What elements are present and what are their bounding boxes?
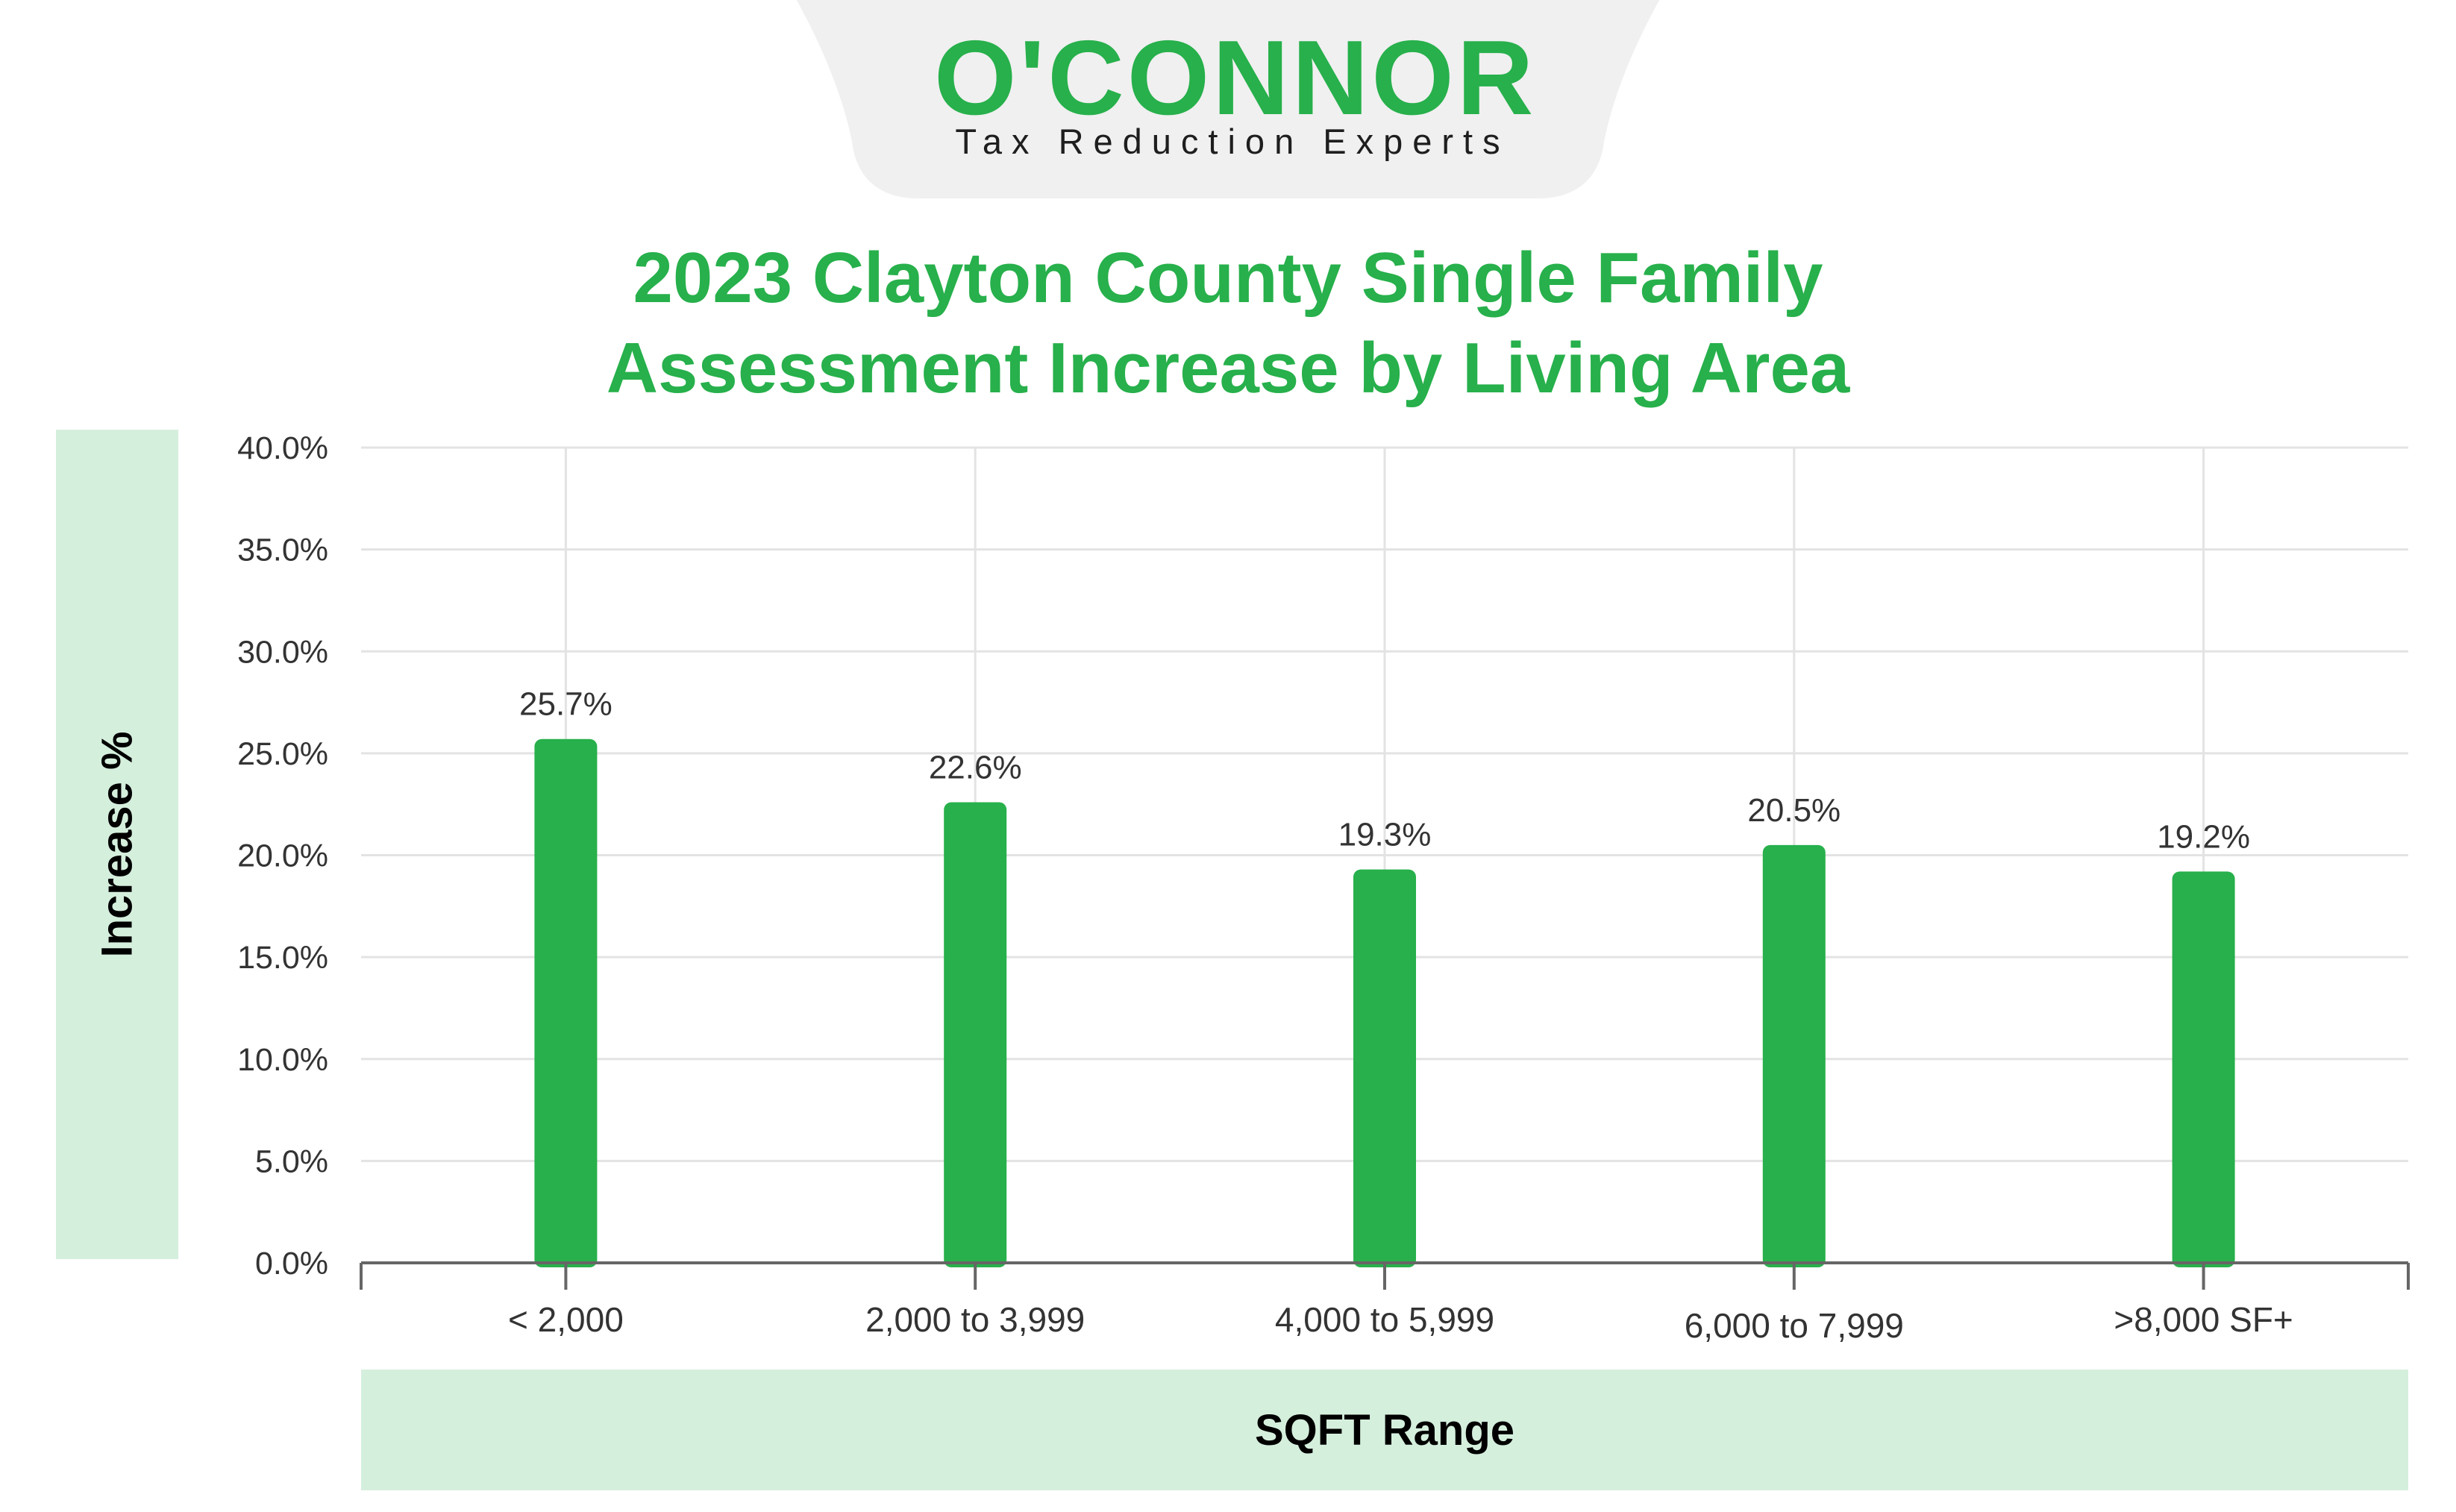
data-label: 22.6% [929, 749, 1022, 785]
data-label: 19.2% [2157, 818, 2250, 855]
logo-wordmark: O'CONNOR [934, 19, 1537, 137]
x-tick-label: 6,000 to 7,999 [1685, 1306, 1904, 1345]
logo-tagline: Tax Reduction Experts [955, 122, 1510, 161]
x-axis-label: SQFT Range [1254, 1405, 1515, 1455]
y-tick-label: 20.0% [237, 838, 328, 874]
x-axis-label-box: SQFT Range [361, 1370, 2408, 1490]
logo-tab-background [796, 0, 1660, 198]
x-tick-label: >8,000 SF+ [2114, 1300, 2293, 1339]
y-tick-label: 0.0% [255, 1246, 328, 1282]
bar [534, 738, 598, 1267]
y-tick-label: 30.0% [237, 634, 328, 670]
data-label: 25.7% [519, 686, 613, 723]
bar [1353, 869, 1416, 1267]
bar [944, 802, 1007, 1267]
chart-title-line-2: Assessment Increase by Living Area [606, 328, 1850, 408]
bar [1762, 844, 1826, 1267]
x-tick-label: 4,000 to 5,999 [1275, 1300, 1494, 1339]
bar [2172, 871, 2235, 1267]
chart-title: 2023 Clayton County Single Family Assess… [0, 233, 2456, 413]
logo-tab-shape [796, 0, 1660, 198]
label-layer: 0.0% 5.0% 10.0% 15.0% 20.0% 25.0% 30.0% 35.0% 40… [237, 430, 2293, 1345]
data-label: 19.3% [1338, 817, 1432, 853]
y-tick-label: 35.0% [237, 533, 328, 568]
y-tick-label: 15.0% [237, 940, 328, 976]
bar-layer [534, 738, 2235, 1267]
logo-tab: O'CONNOR Tax Reduction Experts [792, 0, 1664, 198]
x-tick-label: 2,000 to 3,999 [865, 1300, 1085, 1339]
y-tick-label: 10.0% [237, 1042, 328, 1078]
data-label: 20.5% [1747, 792, 1841, 829]
y-tick-label: 25.0% [237, 736, 328, 772]
x-tick-label: < 2,000 [508, 1300, 624, 1339]
axis-layer [360, 1261, 2410, 1290]
chart-title-line-1: 2023 Clayton County Single Family [633, 238, 1823, 318]
y-tick-label: 5.0% [255, 1144, 328, 1179]
y-tick-label: 40.0% [237, 430, 328, 466]
y-axis-label-box [56, 430, 178, 1259]
